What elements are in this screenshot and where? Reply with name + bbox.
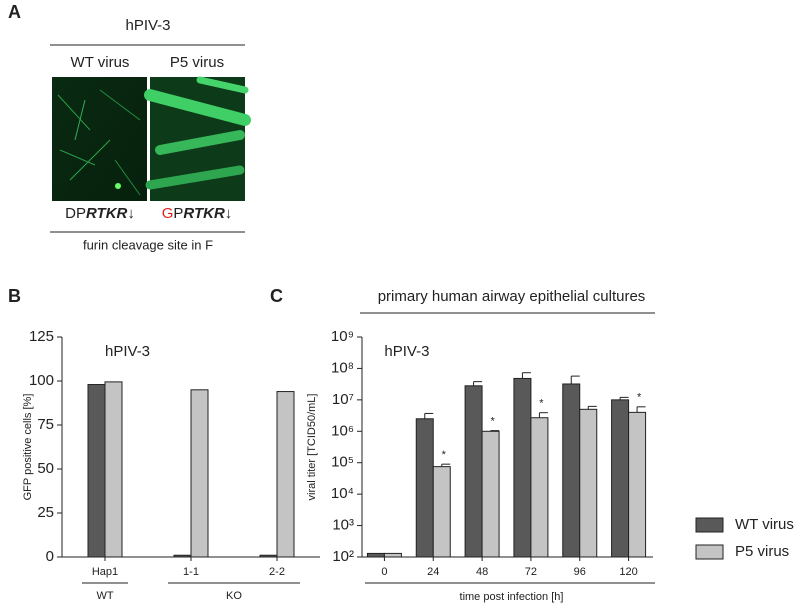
bar [579, 408, 598, 558]
y-tick-label: 10⁵ [331, 454, 354, 471]
y-tick-label: 25 [37, 504, 54, 521]
chart-title: primary human airway epithelial cultures [378, 288, 646, 305]
significance: * [490, 416, 495, 428]
bar [415, 418, 434, 558]
bar [259, 554, 278, 558]
y-tick-label: 100 [29, 372, 54, 389]
significance: * [442, 449, 447, 461]
y-tick-label: 10⁷ [332, 391, 354, 408]
group-label: KO [226, 590, 242, 602]
annotation: hPIV-3 [384, 343, 429, 360]
legend-label: P5 virus [735, 543, 789, 560]
y-tick-label: 50 [37, 460, 54, 477]
bar [173, 554, 192, 558]
caption: furin cleavage site in F [83, 237, 213, 252]
x-tick-label: Hap1 [92, 566, 118, 578]
y-axis-label: GFP positive cells [%] [22, 394, 34, 501]
bar [87, 384, 106, 558]
x-tick-label: 1-1 [183, 566, 199, 578]
bar [481, 430, 500, 558]
y-axis-label: viral titer [TCID50/mL] [306, 394, 318, 501]
micrograph-p5 [144, 76, 251, 201]
panel-a-title: hPIV-3 [125, 17, 170, 34]
y-tick-label: 0 [46, 548, 54, 565]
panel-label: A [8, 2, 21, 22]
bar [383, 552, 402, 558]
y-tick-label: 125 [29, 328, 54, 345]
bar [628, 411, 647, 558]
bar [190, 389, 209, 558]
legend-swatch [695, 544, 724, 560]
bar [464, 385, 483, 558]
mutation: G [162, 205, 174, 222]
legend-label: WT virus [735, 516, 794, 533]
y-tick-label: 10⁸ [331, 359, 354, 376]
residue: P [76, 205, 86, 222]
micrograph-wt [52, 77, 147, 201]
bar [432, 466, 451, 558]
legend-swatch [695, 517, 724, 533]
residue: D [65, 205, 76, 222]
motif: RTKR [86, 205, 128, 222]
x-tick-label: 24 [427, 566, 439, 578]
cleavage: ↓ [225, 205, 233, 222]
bar [104, 381, 123, 558]
panel-label: B [8, 286, 21, 306]
column-label: P5 virus [170, 54, 224, 71]
bar [276, 391, 295, 558]
bar [611, 399, 630, 558]
y-tick-label: 10³ [332, 517, 354, 534]
sequence: GPRTKR↓ [162, 205, 233, 222]
motif: RTKR [183, 205, 225, 222]
x-tick-label: 0 [381, 566, 387, 578]
x-tick-label: 72 [525, 566, 537, 578]
sequence: DPRTKR↓ [65, 205, 135, 222]
y-tick-label: 10⁴ [331, 485, 354, 502]
y-tick-label: 10² [332, 548, 354, 565]
group-label: WT [96, 590, 113, 602]
significance: * [539, 398, 544, 410]
residue: P [173, 205, 183, 222]
significance: * [637, 392, 642, 404]
y-tick-label: 75 [37, 416, 54, 433]
bar [513, 377, 532, 558]
x-axis-label: time post infection [h] [460, 591, 564, 603]
x-tick-label: 96 [574, 566, 586, 578]
annotation: hPIV-3 [105, 343, 150, 360]
cleavage: ↓ [127, 205, 135, 222]
bar [562, 383, 581, 558]
y-tick-label: 10⁶ [331, 422, 354, 439]
x-tick-label: 120 [619, 566, 637, 578]
y-tick-label: 10⁹ [331, 328, 354, 345]
x-tick-label: 2-2 [269, 566, 285, 578]
panel-label: C [270, 286, 283, 306]
column-label: WT virus [71, 54, 130, 71]
x-tick-label: 48 [476, 566, 488, 578]
bar [530, 417, 549, 558]
bar [366, 552, 385, 558]
